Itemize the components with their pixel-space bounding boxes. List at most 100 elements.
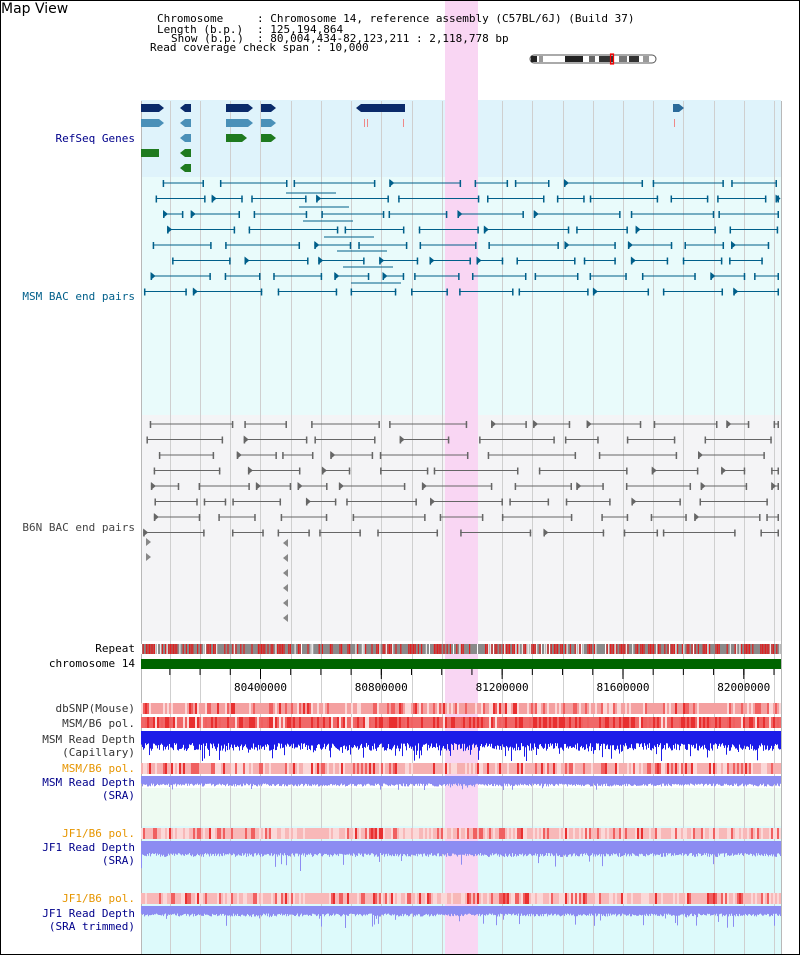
bac-pair-end	[419, 242, 422, 249]
heat-cell	[767, 717, 769, 728]
repeat-element	[413, 644, 415, 654]
chromosome-bar[interactable]	[141, 659, 781, 669]
jf1-depth-trimmed-plot[interactable]	[141, 906, 781, 928]
depth-bar	[579, 906, 580, 916]
depth-bar	[697, 776, 698, 785]
repeat-element	[648, 644, 650, 654]
depth-bar	[690, 776, 691, 784]
depth-bar	[376, 731, 377, 751]
depth-bar	[650, 731, 651, 750]
depth-bar	[630, 776, 631, 786]
depth-bar	[250, 731, 251, 750]
heat-cell	[171, 717, 173, 728]
depth-bar	[211, 841, 212, 856]
depth-bar	[284, 841, 285, 854]
depth-bar	[456, 776, 457, 786]
heat-cell	[291, 828, 293, 839]
heat-cell	[203, 703, 205, 714]
heat-cell	[453, 893, 455, 904]
depth-bar	[355, 906, 356, 917]
heat-cell	[673, 893, 675, 904]
depth-bar	[187, 841, 188, 855]
heat-cell	[649, 717, 651, 728]
bac-pair-end	[538, 467, 541, 475]
depth-bar	[343, 906, 344, 914]
depth-bar	[301, 776, 302, 784]
heat-cell	[195, 703, 197, 714]
heat-cell	[555, 717, 557, 728]
depth-bar	[262, 776, 263, 785]
repeat-element	[171, 644, 173, 654]
depth-bar	[238, 776, 239, 786]
repeat-element	[435, 644, 437, 654]
repeat-element	[749, 644, 751, 654]
jf1-b6-pol-strip[interactable]	[141, 828, 781, 839]
heat-cell	[267, 828, 269, 839]
heat-cell	[769, 717, 771, 728]
msm-b6-pol-strip[interactable]	[141, 717, 781, 728]
heat-cell	[445, 703, 447, 714]
refseq-genes-track[interactable]	[141, 100, 781, 177]
depth-bar	[473, 776, 474, 785]
depth-bar	[374, 776, 375, 786]
repeat-element	[768, 644, 770, 654]
depth-bar	[328, 776, 329, 786]
highlight-region[interactable]	[444, 1, 478, 954]
msm-b6-pol-sra-strip[interactable]	[141, 763, 781, 774]
heat-cell	[701, 703, 703, 714]
depth-bar	[164, 731, 165, 747]
bac-pair-end	[525, 421, 527, 428]
chromosome-ideogram[interactable]	[529, 53, 659, 65]
heat-cell	[247, 717, 249, 728]
depth-bar	[630, 906, 631, 917]
chromosome-value: : Chromosome 14, reference assembly (C57…	[257, 12, 635, 25]
depth-bar	[548, 776, 549, 787]
grid-line	[381, 101, 382, 954]
grid-line	[141, 101, 142, 954]
heat-cell	[147, 828, 149, 839]
depth-bar	[386, 776, 387, 785]
heat-cell	[259, 763, 261, 774]
jf1-depth-sra-plot[interactable]	[141, 841, 781, 871]
repeat-element	[761, 644, 763, 654]
depth-bar	[485, 731, 486, 746]
repeat-element	[677, 644, 679, 654]
depth-bar	[190, 731, 191, 746]
depth-bar	[642, 906, 643, 915]
heat-cell	[231, 703, 233, 714]
repeat-track[interactable]	[141, 644, 781, 654]
depth-bar	[678, 841, 679, 855]
depth-bar	[704, 731, 705, 745]
depth-bar	[636, 841, 637, 856]
heat-cell	[707, 717, 709, 728]
msm-depth-capillary-plot[interactable]	[141, 731, 781, 761]
bac-pair-end	[766, 514, 768, 521]
heat-cell	[433, 703, 435, 714]
heat-cell	[649, 763, 651, 774]
depth-bar	[717, 776, 718, 784]
jf1-b6-pol-trimmed-strip[interactable]	[141, 893, 781, 904]
depth-bar	[180, 906, 181, 916]
b6n-bac-track[interactable]	[141, 415, 781, 641]
depth-bar	[142, 906, 143, 915]
depth-bar	[176, 731, 177, 744]
heat-cell	[629, 828, 631, 839]
heat-cell	[185, 763, 187, 774]
bac-pair-end	[289, 483, 292, 490]
heat-cell	[223, 763, 225, 774]
heat-cell	[669, 828, 671, 839]
bac-pair-end	[155, 195, 158, 203]
depth-bar	[686, 731, 687, 751]
heat-cell	[631, 828, 633, 839]
dbsnp-strip[interactable]	[141, 703, 781, 714]
depth-bar	[545, 841, 546, 856]
depth-bar	[749, 841, 750, 855]
msm-bac-track[interactable]	[141, 177, 781, 415]
depth-bar	[525, 731, 526, 748]
depth-bar	[713, 841, 714, 865]
heat-cell	[161, 717, 163, 728]
msm-depth-sra-plot[interactable]	[141, 776, 781, 790]
heat-cell	[503, 717, 505, 728]
depth-bar	[376, 776, 377, 786]
heat-cell	[157, 717, 159, 728]
